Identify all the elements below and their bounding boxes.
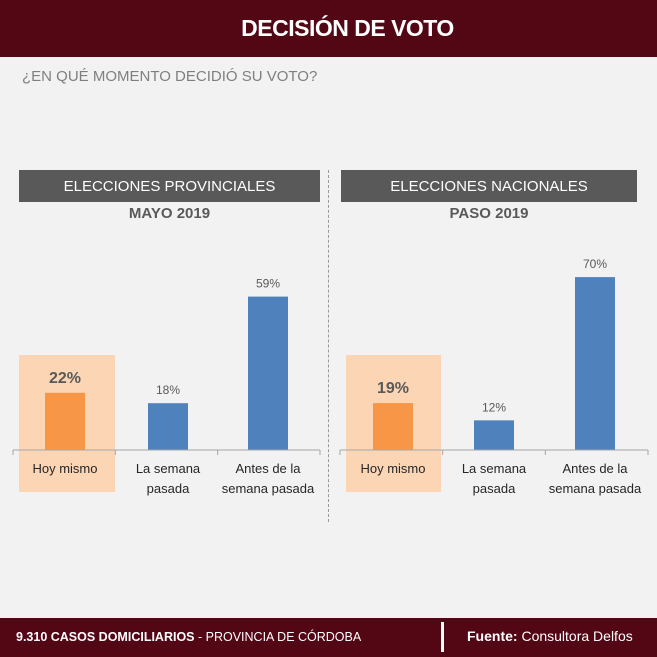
data-label: 18%: [156, 383, 180, 397]
category-label: semana pasada: [222, 481, 315, 496]
data-label: 70%: [583, 257, 607, 271]
data-label: 19%: [377, 380, 409, 397]
chart-title-nacionales: ELECCIONES NACIONALES: [341, 170, 637, 202]
footer-sample: 9.310 CASOS DOMICILIARIOS - PROVINCIA DE…: [16, 630, 361, 644]
bar: [373, 403, 413, 450]
category-label: La semana: [136, 461, 201, 476]
category-label: Hoy mismo: [360, 461, 425, 476]
divider: [328, 170, 329, 522]
category-label: Antes de la: [562, 461, 628, 476]
chart-subtitle-nacionales: PASO 2019: [449, 205, 529, 222]
category-label: Hoy mismo: [32, 461, 97, 476]
bar: [148, 403, 188, 450]
chart-subtitle-provinciales: MAYO 2019: [128, 205, 211, 222]
question: ¿EN QUÉ MOMENTO DECIDIÓ SU VOTO?: [22, 68, 318, 85]
category-label: pasada: [147, 481, 190, 496]
data-label: 59%: [256, 277, 280, 291]
page-title: DECISIÓN DE VOTO: [0, 0, 657, 57]
footer-separator: [441, 622, 444, 652]
bar: [474, 420, 514, 450]
category-label: pasada: [473, 481, 516, 496]
bar: [575, 277, 615, 450]
category-label: Antes de la: [235, 461, 301, 476]
source-label: Fuente:: [467, 628, 518, 644]
data-label: 12%: [482, 400, 506, 414]
category-label: La semana: [462, 461, 527, 476]
data-label: 22%: [49, 370, 81, 387]
footer-count: 9.310 CASOS DOMICILIARIOS: [16, 630, 195, 644]
footer: 9.310 CASOS DOMICILIARIOS - PROVINCIA DE…: [0, 618, 657, 657]
source-name: Consultora Delfos: [517, 628, 633, 644]
bar: [45, 392, 85, 450]
bar: [248, 296, 288, 450]
chart-title-provinciales: ELECCIONES PROVINCIALES: [19, 170, 320, 202]
category-label: semana pasada: [549, 481, 642, 496]
footer-region: - PROVINCIA DE CÓRDOBA: [194, 630, 362, 644]
footer-source: Fuente: Consultora Delfos: [467, 628, 633, 644]
